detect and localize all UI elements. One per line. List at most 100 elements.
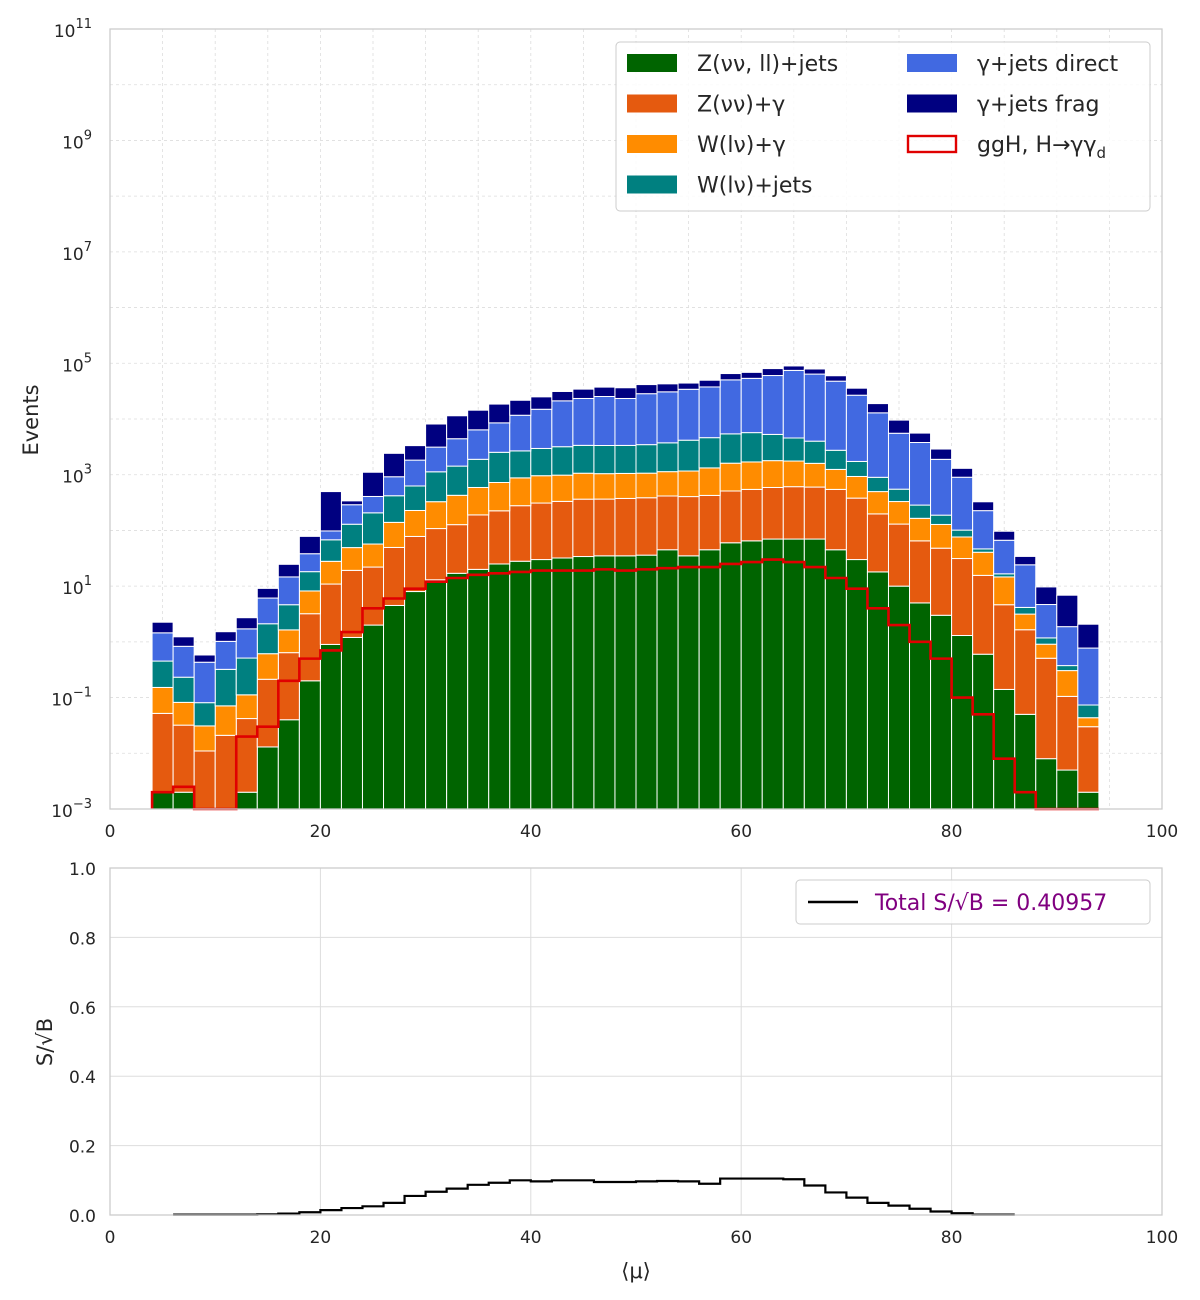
y-tick-label: 10−1 bbox=[51, 686, 92, 711]
bar-segment bbox=[256, 678, 279, 748]
bar-segment bbox=[509, 414, 532, 452]
bar-segment bbox=[404, 485, 427, 511]
y-tick-label: 10−3 bbox=[51, 797, 92, 822]
bar-segment bbox=[361, 624, 385, 810]
bar-segment bbox=[866, 513, 889, 573]
bar-segment bbox=[151, 712, 174, 793]
bar-segment bbox=[509, 450, 532, 479]
bar-segment bbox=[1035, 586, 1058, 606]
bar-segment bbox=[1035, 657, 1058, 760]
bar-segment bbox=[467, 409, 490, 431]
bar-segment bbox=[488, 481, 511, 512]
bar-segment bbox=[488, 403, 511, 424]
bar-segment bbox=[383, 546, 406, 606]
bar-segment bbox=[530, 396, 553, 410]
x-tick-label: 60 bbox=[730, 822, 752, 842]
bar-segment bbox=[1035, 643, 1058, 659]
bar-segment bbox=[172, 724, 195, 793]
bar-segment bbox=[593, 498, 616, 557]
bar-segment bbox=[614, 472, 637, 499]
bar-segment bbox=[193, 654, 216, 663]
bar-segment bbox=[635, 472, 658, 499]
bar-segment bbox=[930, 523, 953, 549]
y-tick-label: 1011 bbox=[54, 17, 92, 42]
bar-segment bbox=[404, 445, 427, 461]
bar-segment bbox=[761, 368, 784, 377]
bar-segment bbox=[488, 451, 511, 483]
bar-segment bbox=[719, 373, 742, 381]
bar-segment bbox=[256, 587, 279, 599]
bar-segment bbox=[319, 560, 342, 585]
lower-y-ticks: 0.0 0.2 0.4 0.6 0.8 1.0 bbox=[69, 860, 96, 1227]
bar-segment bbox=[383, 495, 406, 523]
bar-segment bbox=[782, 365, 805, 371]
bar-segment bbox=[719, 433, 742, 464]
bar-segment bbox=[361, 471, 385, 497]
bar-segment bbox=[488, 422, 511, 453]
bar-segment bbox=[383, 521, 406, 548]
bar-segment bbox=[172, 701, 195, 726]
bar-segment bbox=[698, 386, 721, 439]
bar-segment bbox=[425, 579, 448, 810]
bar-segment bbox=[656, 495, 679, 551]
bar-segment bbox=[446, 415, 469, 440]
bar-segment bbox=[530, 502, 553, 561]
bar-segment bbox=[551, 474, 574, 502]
bar-segment bbox=[488, 510, 511, 565]
bar-segment bbox=[656, 391, 679, 444]
bar-segment bbox=[256, 623, 279, 655]
bar-segment bbox=[151, 621, 174, 634]
y-tick-label: 109 bbox=[62, 128, 92, 153]
bar-segment bbox=[1056, 695, 1079, 771]
legend-swatch bbox=[627, 135, 677, 153]
bar-segment bbox=[151, 660, 174, 688]
bar-segment bbox=[593, 386, 616, 397]
bar-segment bbox=[930, 458, 953, 516]
bar-segment bbox=[530, 475, 553, 504]
bar-segment bbox=[1077, 704, 1100, 719]
bar-segment bbox=[172, 645, 195, 678]
bar-segment bbox=[993, 530, 1016, 541]
bar-segment bbox=[845, 460, 868, 477]
bar-segment bbox=[509, 505, 532, 562]
x-tick-label: 20 bbox=[310, 1228, 332, 1248]
bar-segment bbox=[951, 529, 974, 538]
bar-segment bbox=[1077, 647, 1100, 706]
lower-legend: Total S/√B = 0.40957 bbox=[795, 879, 1151, 925]
legend-swatch bbox=[627, 54, 677, 72]
bar-segment bbox=[340, 504, 363, 525]
y-tick-label: 0.8 bbox=[69, 929, 96, 949]
lower-x-axis-label: ⟨μ⟩ bbox=[621, 1259, 651, 1283]
bar-segment bbox=[277, 629, 300, 654]
legend-box bbox=[615, 41, 1151, 212]
bar-segment bbox=[887, 585, 911, 810]
legend-label: Z(νν, ll)+jets bbox=[697, 52, 838, 77]
bar-segment bbox=[425, 501, 448, 530]
bar-segment bbox=[887, 501, 911, 525]
bar-segment bbox=[467, 486, 490, 516]
bar-segment bbox=[972, 510, 995, 550]
bar-segment bbox=[887, 523, 911, 587]
y-tick-label: 0.4 bbox=[69, 1068, 96, 1088]
bar-segment bbox=[1035, 758, 1058, 810]
bar-segment bbox=[1014, 713, 1037, 810]
bar-segment bbox=[509, 560, 532, 810]
bar-segment bbox=[698, 467, 721, 496]
bar-segment bbox=[845, 387, 868, 396]
lower-y-axis-label: S/√B bbox=[33, 1018, 57, 1066]
bar-segment bbox=[635, 554, 658, 810]
bar-segment bbox=[761, 433, 784, 462]
bar-segment bbox=[909, 442, 932, 506]
bar-segment bbox=[551, 446, 574, 476]
bar-segment bbox=[530, 408, 553, 449]
bar-segment bbox=[1014, 564, 1037, 608]
bar-segment bbox=[824, 468, 847, 490]
legend-label: Z(νν)+γ bbox=[697, 93, 785, 118]
bar-segment bbox=[782, 369, 805, 439]
bar-segment bbox=[1077, 791, 1100, 810]
upper-y-axis-label: Events bbox=[19, 384, 43, 455]
y-tick-label: 0.0 bbox=[69, 1207, 96, 1227]
x-tick-label: 100 bbox=[1146, 822, 1178, 842]
bar-segment bbox=[319, 539, 342, 562]
bar-segment bbox=[845, 475, 868, 499]
